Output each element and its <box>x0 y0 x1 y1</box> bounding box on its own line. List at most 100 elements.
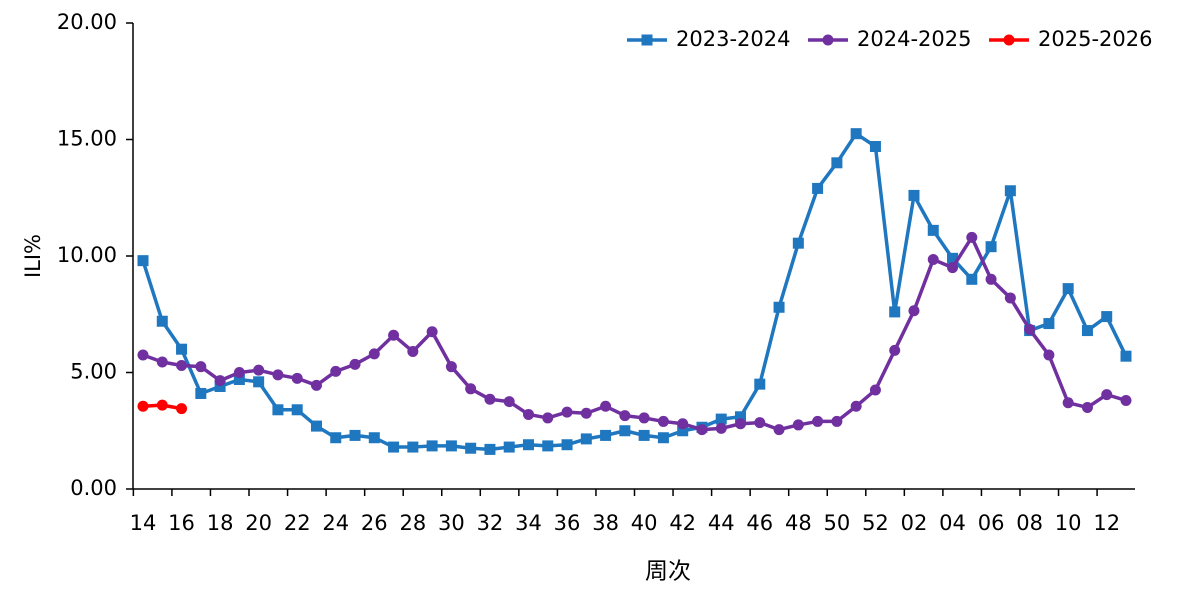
marker <box>773 424 785 436</box>
marker <box>947 262 959 274</box>
marker <box>1004 185 1016 197</box>
x-tick-label: 18 <box>207 511 234 535</box>
marker <box>735 411 747 423</box>
marker <box>812 415 824 427</box>
marker <box>773 301 785 313</box>
marker <box>426 440 438 452</box>
x-tick-label: 48 <box>785 511 812 535</box>
marker <box>561 439 573 451</box>
marker <box>156 356 168 368</box>
marker <box>947 252 959 264</box>
legend-label: 2025-2026 <box>1038 27 1152 51</box>
y-tick-label: 20.00 <box>57 10 117 34</box>
marker <box>388 441 400 453</box>
marker <box>831 415 843 427</box>
marker <box>137 349 149 361</box>
x-tick-label: 44 <box>708 511 735 535</box>
x-tick-label: 28 <box>399 511 426 535</box>
x-tick-label: 16 <box>168 511 195 535</box>
marker <box>1120 394 1132 406</box>
marker <box>1062 283 1074 295</box>
marker <box>291 372 303 384</box>
marker <box>176 343 188 355</box>
marker <box>542 412 554 424</box>
marker <box>600 429 612 441</box>
marker <box>484 393 496 405</box>
marker <box>484 443 496 455</box>
marker <box>503 441 515 453</box>
marker <box>850 400 862 412</box>
x-tick-label: 20 <box>245 511 272 535</box>
series-line <box>141 131 1128 452</box>
marker <box>1101 389 1113 401</box>
x-tick-label: 32 <box>477 511 504 535</box>
x-tick-label: 12 <box>1093 511 1120 535</box>
marker <box>715 413 727 425</box>
marker <box>908 305 920 317</box>
marker <box>542 440 554 452</box>
x-tick-label: 30 <box>438 511 465 535</box>
marker <box>822 34 834 46</box>
marker <box>889 344 901 356</box>
marker <box>233 373 245 385</box>
marker <box>465 442 477 454</box>
y-tick-label: 0.00 <box>70 476 117 500</box>
marker <box>927 253 939 265</box>
legend-label: 2023-2024 <box>676 27 790 51</box>
marker <box>850 128 862 140</box>
marker <box>1120 350 1132 362</box>
marker <box>1062 397 1074 409</box>
marker <box>619 410 631 422</box>
marker <box>522 439 534 451</box>
marker <box>657 432 669 444</box>
marker <box>137 255 149 267</box>
legend-label: 2024-2025 <box>857 27 971 51</box>
marker <box>1003 34 1015 46</box>
marker <box>927 224 939 236</box>
marker <box>580 433 592 445</box>
marker <box>407 441 419 453</box>
x-tick-label: 42 <box>669 511 696 535</box>
x-tick-label: 24 <box>322 511 349 535</box>
marker <box>561 406 573 418</box>
marker <box>985 273 997 285</box>
x-tick-label: 14 <box>130 511 157 535</box>
marker <box>253 376 265 388</box>
x-tick-label: 46 <box>746 511 773 535</box>
marker <box>272 369 284 381</box>
marker <box>1081 401 1093 413</box>
marker <box>1024 323 1036 335</box>
marker <box>600 400 612 412</box>
y-tick-label: 10.00 <box>57 243 117 267</box>
x-tick-label: 06 <box>978 511 1005 535</box>
marker <box>137 400 149 412</box>
marker <box>754 417 766 429</box>
marker <box>638 429 650 441</box>
marker <box>580 407 592 419</box>
marker <box>677 425 689 437</box>
marker <box>426 326 438 338</box>
marker <box>869 384 881 396</box>
marker <box>522 408 534 420</box>
marker <box>1043 318 1055 330</box>
marker <box>985 241 997 253</box>
marker <box>812 182 824 194</box>
y-axis-label: ILI% <box>21 234 45 278</box>
marker <box>330 365 342 377</box>
x-tick-label: 34 <box>515 511 542 535</box>
marker <box>291 404 303 416</box>
marker <box>214 380 226 392</box>
marker <box>1101 311 1113 323</box>
marker <box>156 315 168 327</box>
marker <box>677 418 689 430</box>
marker <box>445 361 457 373</box>
marker <box>657 415 669 427</box>
marker <box>1043 349 1055 361</box>
marker <box>465 383 477 395</box>
marker <box>310 379 322 391</box>
x-tick-label: 08 <box>1016 511 1043 535</box>
marker <box>368 432 380 444</box>
marker <box>176 360 188 372</box>
marker <box>966 231 978 243</box>
